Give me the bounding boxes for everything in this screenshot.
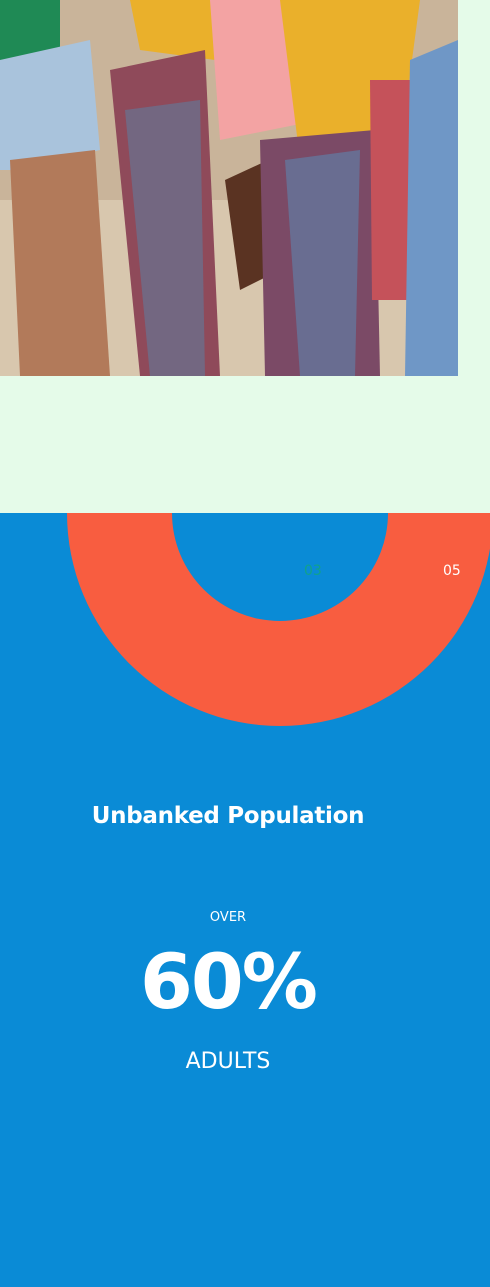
stat-prefix: OVER bbox=[209, 910, 247, 925]
stat-title: Unbanked Population bbox=[91, 803, 365, 829]
hero-photo bbox=[0, 0, 458, 376]
marker: 05 bbox=[443, 563, 461, 579]
stat-unit: ADULTS bbox=[185, 1049, 271, 1074]
marker: 03 bbox=[304, 563, 322, 579]
donut-ring bbox=[67, 513, 490, 726]
stat-value: 60% bbox=[140, 937, 318, 1026]
stats-section: 03 05 Unbanked Population OVER 60% ADULT… bbox=[0, 513, 490, 1287]
